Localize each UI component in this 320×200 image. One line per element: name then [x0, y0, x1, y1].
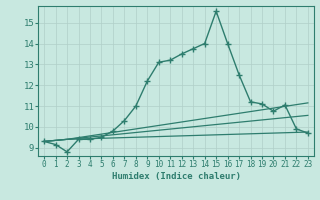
X-axis label: Humidex (Indice chaleur): Humidex (Indice chaleur) [111, 172, 241, 181]
